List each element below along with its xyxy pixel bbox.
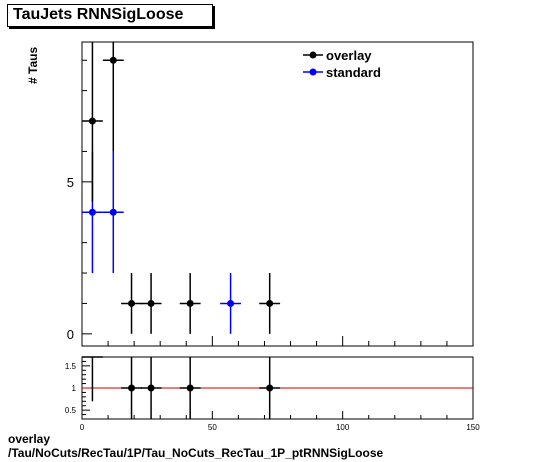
- ratio-data-points: [82, 356, 281, 419]
- point-overlay-marker: [109, 56, 117, 64]
- y-tick-label: 0: [67, 327, 74, 342]
- ratio-x-tick-label: 50: [208, 423, 217, 432]
- ratio-point-marker: [128, 384, 136, 392]
- ratio-y-tick-label: 0.5: [65, 406, 77, 415]
- point-standard: [220, 273, 242, 334]
- legend-marker-overlay: [309, 51, 317, 59]
- main-axes: 05: [67, 59, 474, 346]
- point-overlay-marker: [266, 299, 274, 307]
- ratio-point-marker: [266, 384, 274, 392]
- y-axis-label: # Taus: [26, 47, 40, 84]
- ratio-y-tick-label: 1: [72, 384, 77, 393]
- ratio-point: [121, 357, 142, 419]
- ratio-x-tick-label: 150: [466, 423, 480, 432]
- ratio-point: [140, 357, 162, 419]
- main-data-points: [82, 42, 281, 334]
- legend-marker-standard: [309, 68, 317, 76]
- legend-label-overlay: overlay: [326, 48, 372, 63]
- point-standard: [102, 151, 124, 274]
- point-overlay: [121, 273, 142, 334]
- point-overlay-marker: [128, 299, 136, 307]
- point-overlay: [259, 273, 281, 334]
- main-plot-frame: [81, 41, 474, 347]
- point-standard-marker: [227, 299, 235, 307]
- legend: overlay standard: [303, 48, 381, 80]
- legend-label-standard: standard: [326, 65, 381, 80]
- ratio-x-tick-label: 0: [80, 423, 85, 432]
- point-standard-marker: [88, 208, 96, 216]
- ratio-point: [179, 357, 201, 419]
- ratio-y-tick-label: 1.5: [65, 362, 77, 371]
- point-overlay: [179, 273, 201, 334]
- point-overlay: [102, 42, 124, 152]
- ratio-point-marker: [186, 384, 194, 392]
- point-overlay: [140, 273, 162, 334]
- footer-line-1: overlay: [8, 432, 51, 446]
- ratio-point: [82, 356, 103, 402]
- ratio-axes: 0.5 1 1.5 0 50 100 150: [65, 360, 480, 432]
- footer-line-2: /Tau/NoCuts/RecTau/1P/Tau_NoCuts_RecTau_…: [8, 446, 384, 460]
- point-standard-marker: [109, 208, 117, 216]
- title-box: TauJets RNNSigLoose: [7, 4, 213, 27]
- point-overlay-marker: [88, 117, 96, 125]
- ratio-x-tick-label: 100: [336, 423, 350, 432]
- point-overlay: [82, 42, 103, 202]
- ratio-point-marker: [147, 384, 155, 392]
- chart-title: TauJets RNNSigLoose: [13, 6, 184, 23]
- point-overlay-marker: [147, 299, 155, 307]
- y-tick-label: 5: [67, 175, 74, 190]
- ratio-point: [259, 357, 281, 419]
- point-overlay-marker: [186, 299, 194, 307]
